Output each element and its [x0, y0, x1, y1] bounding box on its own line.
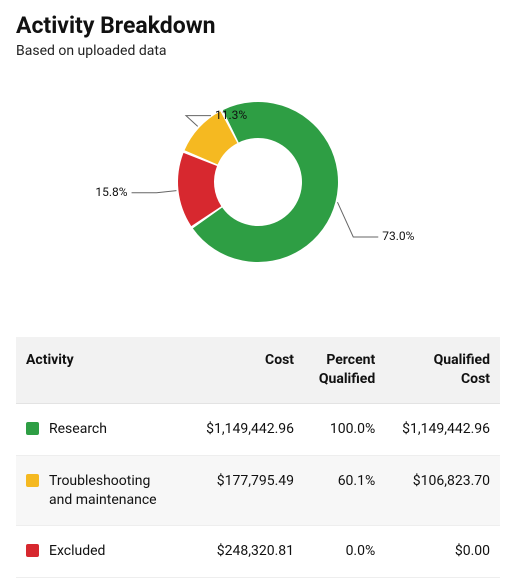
col-activity: Activity: [16, 337, 189, 403]
col-qualified: QualifiedCost: [385, 337, 500, 403]
activity-breakdown: Activity Breakdown Based on uploaded dat…: [0, 0, 516, 578]
leader-line: [132, 191, 177, 193]
col-percent-label: PercentQualified: [319, 352, 375, 387]
activity-table: Activity Cost PercentQualified Qualified…: [16, 337, 500, 578]
slice-label: 11.3%: [215, 108, 247, 122]
qualified-cell: $1,149,442.96: [385, 403, 500, 455]
qualified-cell: $106,823.70: [385, 455, 500, 526]
table-row: Troubleshooting and maintenance $177,795.…: [16, 455, 500, 526]
page-subtitle: Based on uploaded data: [16, 43, 500, 59]
percent-cell: 100.0%: [304, 403, 385, 455]
cost-cell: $1,149,442.96: [189, 403, 304, 455]
color-swatch: [26, 474, 39, 487]
percent-cell: 60.1%: [304, 455, 385, 526]
activity-cell: Research: [16, 403, 189, 455]
color-swatch: [26, 422, 39, 435]
slice-label: 15.8%: [95, 185, 127, 199]
qualified-cell: $0.00: [385, 526, 500, 578]
col-cost: Cost: [189, 337, 304, 403]
donut-chart-svg: [108, 77, 408, 277]
table-row: Excluded $248,320.810.0%$0.00: [16, 526, 500, 578]
activity-label: Troubleshooting and maintenance: [49, 472, 169, 510]
table-row: Research $1,149,442.96100.0%$1,149,442.96: [16, 403, 500, 455]
cost-cell: $177,795.49: [189, 455, 304, 526]
col-qualified-label: QualifiedCost: [434, 352, 490, 387]
page-title: Activity Breakdown: [16, 12, 500, 39]
activity-label: Excluded: [49, 542, 105, 561]
activity-cell: Excluded: [16, 526, 189, 578]
color-swatch: [26, 544, 39, 557]
activity-cell: Troubleshooting and maintenance: [16, 455, 189, 526]
percent-cell: 0.0%: [304, 526, 385, 578]
col-percent: PercentQualified: [304, 337, 385, 403]
leader-line: [337, 202, 378, 237]
donut-chart: 73.0% 15.8% 11.3%: [16, 77, 500, 297]
activity-label: Research: [49, 420, 107, 439]
cost-cell: $248,320.81: [189, 526, 304, 578]
slice-label: 73.0%: [382, 229, 414, 243]
